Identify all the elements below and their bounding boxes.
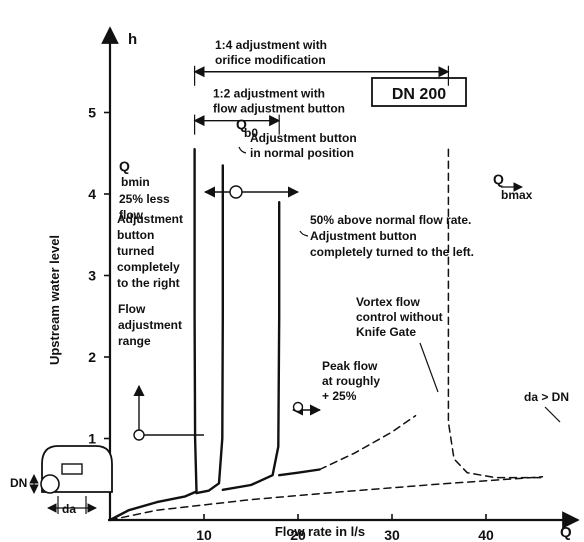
span-label-1: 1:2 adjustment with flow adjustment butto… <box>213 87 345 116</box>
annotation-peak-flow: Peak flow at roughly + 25% <box>322 359 380 403</box>
annotation-normal-position: Adjustment button in normal position <box>250 131 357 160</box>
q-bmax-main: Q <box>493 171 504 187</box>
y-tick-label: 4 <box>88 186 96 202</box>
dn-badge: DN 200 <box>392 86 446 103</box>
q-bmin-label: Q bmin <box>119 158 150 189</box>
curve-0 <box>108 148 198 522</box>
annotation-da-gt-dn: da > DN <box>524 390 569 404</box>
curve-3 <box>278 468 321 477</box>
da-dim-label: da <box>62 502 76 516</box>
y-tick-label: 3 <box>88 268 96 284</box>
q-bmin-main: Q <box>119 158 130 174</box>
curve-1 <box>195 164 224 495</box>
y-tick-label: 2 <box>88 349 96 365</box>
span-group: 1:4 adjustment with orifice modification 1… <box>193 38 450 135</box>
leader-normal-position <box>238 146 247 154</box>
leader-vortex <box>419 342 439 393</box>
annotation-turned-right: Adjustment button turned completely to the r… <box>117 212 183 290</box>
q-bmin-sub: bmin <box>121 175 150 189</box>
x-axis-symbol: Q <box>560 524 572 541</box>
span-label-0: 1:4 adjustment with orifice modification <box>215 38 327 67</box>
curve-6 <box>447 148 544 479</box>
curve-4 <box>318 414 417 471</box>
y-axis-label: Upstream water level <box>47 235 62 365</box>
dn-badge-box <box>371 77 467 107</box>
annotation-50-above: 50% above normal flow rate. Adjustment bu… <box>310 213 474 259</box>
range-marker-low <box>133 429 145 441</box>
x-tick-label: 10 <box>196 527 212 542</box>
q-bmax-sub: bmax <box>501 188 533 202</box>
y-tick-group: 1 2 3 4 5 <box>88 105 110 447</box>
annotation-25-less-flow: 25% less flow <box>119 192 170 222</box>
x-tick-label: 30 <box>384 527 400 542</box>
y-tick-label: 1 <box>88 431 96 447</box>
inner-range-marker <box>229 185 243 199</box>
q-b0-label: Q b0 <box>236 116 258 140</box>
curve-5 <box>109 476 544 521</box>
annotation-vortex-flow: Vortex flow control without Knife Gate <box>356 295 443 339</box>
annotation-flow-adjustment-range: Flow adjustment range <box>118 302 182 348</box>
cross-section-detail: DN da <box>10 445 113 516</box>
leader-da-dn <box>544 406 561 423</box>
x-axis-label: Flow rate in l/s <box>275 524 365 539</box>
x-tick-group: 10 20 30 40 <box>196 514 494 542</box>
outlet-box <box>61 463 83 475</box>
curve-group <box>108 148 544 522</box>
peak-marker <box>292 401 304 413</box>
q-b0-sub: b0 <box>244 126 258 140</box>
q-b0-main: Q <box>236 116 247 132</box>
x-tick-label: 20 <box>290 527 306 542</box>
dn-dim-label: DN <box>10 476 27 490</box>
q-bmax-label: Q bmax <box>493 171 533 202</box>
y-tick-label: 5 <box>88 105 96 121</box>
x-tick-label: 40 <box>478 527 494 542</box>
y-axis-symbol: h <box>128 31 137 48</box>
curve-2 <box>221 201 281 491</box>
leader-50-above <box>299 230 309 237</box>
inlet-circle <box>40 474 60 494</box>
